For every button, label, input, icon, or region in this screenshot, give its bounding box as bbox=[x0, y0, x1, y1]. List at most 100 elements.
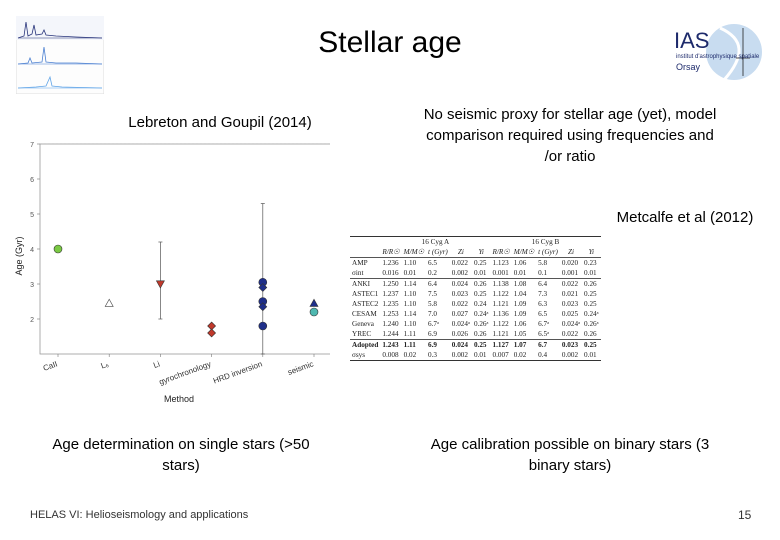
left-caption: Lebreton and Goupil (2014) bbox=[128, 114, 312, 131]
table-cell: 1.11 bbox=[401, 339, 427, 350]
table-header-cell bbox=[350, 247, 381, 258]
table-cell: 6.9 bbox=[426, 339, 450, 350]
table-row-label: ASTEC1 bbox=[352, 290, 379, 298]
table-cell: 0.022 bbox=[561, 330, 579, 338]
table-cell: 7.3 bbox=[538, 290, 548, 298]
svg-text:IAS: IAS bbox=[674, 28, 709, 53]
table-cell: 0.020 bbox=[561, 259, 579, 267]
data-point bbox=[258, 283, 268, 292]
table-cell: 0.023 bbox=[451, 290, 468, 298]
table-cell: 1.250 bbox=[380, 278, 402, 289]
table-cell: 0.024 bbox=[449, 278, 472, 289]
group-b-header: 16 Cyg B bbox=[490, 236, 601, 247]
table-row-label: Adopted bbox=[350, 339, 381, 350]
table-cell: 1.14 bbox=[401, 278, 427, 289]
table-cell: 1.09 bbox=[513, 310, 527, 318]
x-tick-label: CaII bbox=[42, 359, 59, 372]
table-cell: 0.26 bbox=[471, 278, 491, 289]
x-tick-label: seismic bbox=[287, 359, 315, 377]
table-cell: 0.001 bbox=[561, 269, 579, 277]
table-cell: 0.24ᵃ bbox=[473, 310, 489, 318]
table-cell: 7.5 bbox=[428, 290, 438, 298]
table-cell: 6.4 bbox=[536, 278, 560, 289]
table-row: Geneva 1.240 1.10 6.7ᵃ 0.024ᵃ 0.26ᵃ 1.122 1.06 6… bbox=[350, 319, 601, 329]
group-a-header: 16 Cyg A bbox=[380, 236, 491, 247]
table-cell: 0.008 bbox=[380, 350, 402, 361]
table-cell: 0.022 bbox=[451, 259, 468, 267]
table-cell: 0.02 bbox=[511, 350, 537, 361]
y-tick-label: 7 bbox=[30, 142, 34, 149]
table-row-label: σint bbox=[352, 269, 364, 277]
table-cell: 5.8 bbox=[428, 300, 438, 308]
table-cell: 0.25 bbox=[473, 290, 487, 298]
table-row-label: CESAM bbox=[352, 310, 377, 318]
chart-points bbox=[53, 244, 319, 338]
table-row: ANKI 1.250 1.14 6.4 0.024 0.26 1.138 1.08 6.4 0.0… bbox=[350, 278, 601, 289]
table-cell: 0.3 bbox=[426, 350, 450, 361]
table-cell: 0.25 bbox=[582, 339, 601, 350]
table-cell: 1.06 bbox=[513, 320, 527, 328]
table-cell: 1.07 bbox=[511, 339, 537, 350]
table-cell: 0.25 bbox=[584, 290, 597, 298]
table-header-cell: t (Gyr) bbox=[426, 247, 450, 258]
y-tick-label: 5 bbox=[30, 212, 34, 219]
table-cell: 1.253 bbox=[382, 310, 399, 318]
table-row: ASTEC1 1.237 1.10 7.5 0.023 0.25 1.122 1.04 7.3 0… bbox=[350, 289, 601, 299]
table-cell: 0.016 bbox=[382, 269, 399, 277]
table-header-cell: Yi bbox=[582, 247, 601, 258]
data-point bbox=[309, 298, 319, 307]
table-cell: 1.10 bbox=[403, 300, 417, 308]
table-cell: 0.01 bbox=[513, 269, 527, 277]
table-cell: 1.05 bbox=[513, 330, 527, 338]
bottom-left-caption: Age determination on single stars (>50 s… bbox=[52, 436, 310, 474]
table-cell: 6.3 bbox=[538, 300, 548, 308]
table-cell: 6.7ᵃ bbox=[428, 320, 439, 328]
table-cell: 1.14 bbox=[403, 310, 417, 318]
table-cell: 1.121 bbox=[492, 330, 509, 338]
table-corner bbox=[350, 236, 381, 247]
table-cell: 0.26ᵃ bbox=[584, 320, 599, 328]
x-tick-label: gyrochronology bbox=[158, 359, 212, 386]
table-cell: 0.027 bbox=[451, 310, 468, 318]
ias-logo: IAS institut d'astrophysique spatiale Or… bbox=[668, 18, 764, 86]
table-cell: 6.9 bbox=[428, 330, 438, 338]
table-row: σsys 0.008 0.02 0.3 0.002 0.01 0.007 0.02 0.4 0.0… bbox=[350, 350, 601, 361]
table-cell: 0.023 bbox=[559, 339, 583, 350]
table-cell: 0.01 bbox=[582, 350, 601, 361]
data-point bbox=[155, 280, 165, 289]
table-cell: 0.021 bbox=[561, 290, 579, 298]
table-header-cell: R/R☉ bbox=[490, 247, 512, 258]
table-header-row: R/R☉ M/M☉ t (Gyr) Zi Yi R/R☉ M/M☉ t (Gyr) Zi Yi bbox=[350, 247, 601, 258]
table-cell: 0.024ᵃ bbox=[561, 320, 581, 328]
table-header-cell: Zi bbox=[559, 247, 583, 258]
table-cell: 1.237 bbox=[382, 290, 399, 298]
metcalfe-caption: Metcalfe et al (2012) bbox=[616, 209, 754, 226]
table-cell: 0.002 bbox=[449, 350, 472, 361]
table-row: CESAM 1.253 1.14 7.0 0.027 0.24ᵃ 1.136 1.09 6.5 0… bbox=[350, 309, 601, 319]
table-row: σint 0.016 0.01 0.2 0.002 0.01 0.001 0.01 0.1 0.0… bbox=[350, 268, 601, 279]
table-cell: 0.25 bbox=[584, 300, 597, 308]
table-cell: 6.5 bbox=[538, 310, 548, 318]
svg-text:Orsay: Orsay bbox=[676, 62, 701, 72]
table-cell: 1.08 bbox=[511, 278, 537, 289]
table-cell: 0.024ᵃ bbox=[451, 320, 470, 328]
table-cell: 0.001 bbox=[492, 269, 509, 277]
svg-text:institut d'astrophysique spati: institut d'astrophysique spatiale bbox=[676, 54, 760, 60]
table-header-cell: t (Gyr) bbox=[536, 247, 560, 258]
table-cell: 0.022 bbox=[559, 278, 583, 289]
table-cell: 1.121 bbox=[492, 300, 509, 308]
table-cell: 0.25 bbox=[473, 259, 487, 267]
table-row-label: AMP bbox=[352, 259, 368, 267]
table-cell: 1.06 bbox=[513, 259, 527, 267]
table-cell: 1.235 bbox=[382, 300, 399, 308]
table-cell: 0.2 bbox=[428, 269, 438, 277]
table-cell: 1.136 bbox=[492, 310, 509, 318]
table-cell: 6.7 bbox=[536, 339, 560, 350]
table-cell: 1.240 bbox=[382, 320, 399, 328]
table-cell: 0.25 bbox=[471, 339, 491, 350]
metcalfe-table: 16 Cyg A 16 Cyg B R/R☉ M/M☉ t (Gyr) Zi Yi R/R… bbox=[350, 236, 601, 361]
table-cell: 1.123 bbox=[492, 259, 509, 267]
table-cell: 1.138 bbox=[490, 278, 512, 289]
table-cell: 7.0 bbox=[428, 310, 438, 318]
